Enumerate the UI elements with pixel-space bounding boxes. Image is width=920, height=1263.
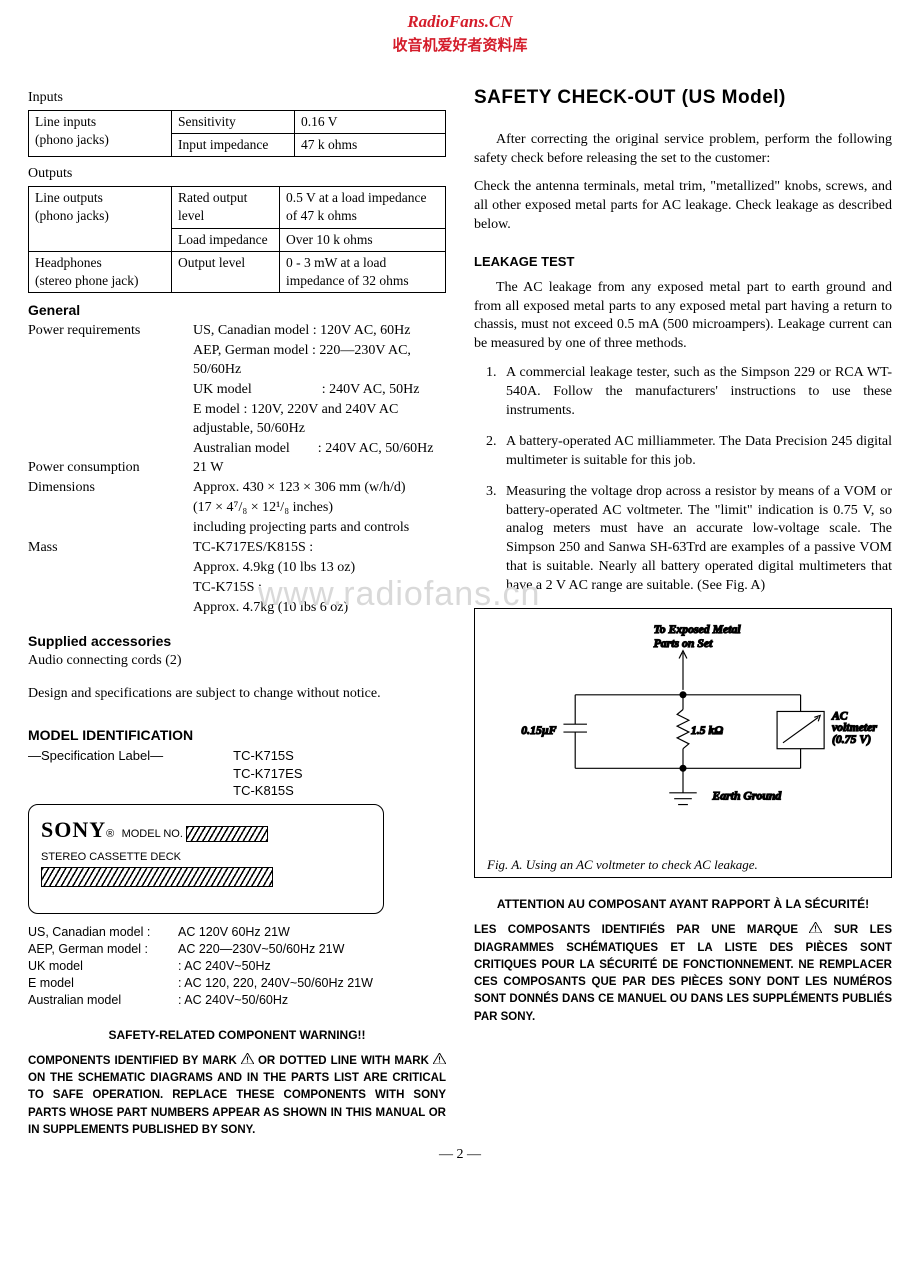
svg-text:!: ! [438,1055,441,1064]
outputs-loadimp-label: Load impedance [172,228,280,251]
outputs-outlevel-value: 0 - 3 mW at a load impedance of 32 ohms [280,251,446,292]
general-label: Power requirements [28,322,193,341]
inputs-sensitivity-value: 0.16 V [295,110,446,133]
safety-warning-body: COMPONENTS IDENTIFIED BY MARK ! OR DOTTE… [28,1053,446,1139]
outputs-headphones-label: Headphones (stereo phone jack) [29,251,172,292]
inputs-sensitivity-label: Sensitivity [172,110,295,133]
general-value: UK model : 240V AC, 50Hz [193,381,446,400]
svg-text:0.15µF: 0.15µF [521,724,556,737]
warning-triangle-icon: ! [809,922,822,934]
fr-warning-body: LES COMPOSANTS IDENTIFIÉS PAR UNE MARQUE… [474,922,892,1026]
circuit-diagram-icon: To Exposed Metal Parts on Set 0.1 [487,619,879,849]
right-column: SAFETY CHECK-OUT (US Model) After correc… [474,85,892,1139]
general-value: Approx. 4.7kg (10 lbs 6 oz) [193,599,446,618]
general-value: US, Canadian model : 120V AC, 60Hz [193,322,446,341]
safety-warning-head: SAFETY-RELATED COMPONENT WARNING!! [28,1027,446,1043]
general-value: E model : 120V, 220V and 240V AC adjusta… [193,401,446,439]
svg-text:Parts on Set: Parts on Set [654,637,713,650]
modelspec-label: E model [28,975,178,992]
modelspec-value: AC 120V 60Hz 21W [178,924,290,941]
svg-text:To Exposed Metal: To Exposed Metal [654,623,742,636]
modelspec-value: AC 220—230V~50/60Hz 21W [178,941,344,958]
general-label [28,401,193,439]
modelid-models: TC-K715S TC-K717ES TC-K815S [233,747,302,800]
inputs-heading: Inputs [28,89,446,108]
general-label: Mass [28,539,193,558]
safety-checkout-title: SAFETY CHECK-OUT (US Model) [474,85,892,111]
general-value: Approx. 430 × 123 × 306 mm (w/h/d) [193,479,446,498]
header-subtitle: 收音机爱好者资料库 [28,34,892,55]
warning-triangle-icon: ! [241,1053,254,1065]
general-label [28,579,193,598]
outputs-outlevel-label: Output level [172,251,280,292]
page-header: RadioFans.CN 收音机爱好者资料库 [28,12,892,55]
outputs-table: Line outputs (phono jacks) Rated output … [28,186,446,293]
spec-label-box: SONY® MODEL NO. STEREO CASSETTE DECK [28,804,384,915]
general-label: Dimensions [28,479,193,498]
general-value: including projecting parts and controls [193,519,446,538]
leakage-p: The AC leakage from any exposed metal pa… [474,279,892,355]
outputs-rated-value: 0.5 V at a load impedance of 47 k ohms [280,187,446,228]
svg-text:1.5 kΩ: 1.5 kΩ [691,724,724,737]
general-value: Australian model : 240V AC, 50/60Hz [193,440,446,459]
model-no-text: MODEL NO. [122,828,183,840]
hatch-icon [41,867,273,887]
general-label [28,559,193,578]
left-column: Inputs Line inputs (phono jacks) Sensiti… [28,85,446,1139]
figure-a-box: To Exposed Metal Parts on Set 0.1 [474,608,892,878]
general-heading: General [28,301,446,320]
leakage-method-item: Measuring the voltage drop across a resi… [500,483,892,596]
spec-label-text: —Specification Label— [28,747,163,765]
figure-caption: Fig. A. Using an AC voltmeter to check A… [487,856,879,874]
modelspec-label: US, Canadian model : [28,924,178,941]
modelspec-label: UK model [28,958,178,975]
general-value: AEP, German model : 220—230V AC, 50/60Hz [193,342,446,380]
svg-text:!: ! [246,1055,249,1064]
outputs-loadimp-value: Over 10 k ohms [280,228,446,251]
modelspec-value: : AC 240V~50Hz [178,958,271,975]
general-value: TC-K715S : [193,579,446,598]
warning-triangle-icon: ! [433,1053,446,1065]
general-label: Power consumption [28,459,193,478]
modelspec-label: Australian model [28,992,178,1009]
svg-text:!: ! [815,924,818,933]
leakage-method-item: A battery-operated AC milliammeter. The … [500,433,892,471]
design-notice: Design and specifications are subject to… [28,685,446,704]
leakage-method-item: A commercial leakage tester, such as the… [500,364,892,421]
inputs-rowlabel: Line inputs (phono jacks) [29,110,172,156]
supplied-heading: Supplied accessories [28,632,446,651]
modelspec-label: AEP, German model : [28,941,178,958]
modelspec-value: : AC 120, 220, 240V~50/60Hz 21W [178,975,373,992]
supplied-body: Audio connecting cords (2) [28,652,446,671]
general-value: Approx. 4.9kg (10 lbs 13 oz) [193,559,446,578]
outputs-heading: Outputs [28,165,446,184]
outputs-line-label: Line outputs (phono jacks) [29,187,172,252]
general-label [28,440,193,459]
general-label [28,499,193,518]
inputs-table: Line inputs (phono jacks) Sensitivity 0.… [28,110,446,157]
stereo-cassette-text: STEREO CASSETTE DECK [41,850,371,865]
inputs-impedance-value: 47 k ohms [295,134,446,157]
modelid-heading: MODEL IDENTIFICATION [28,726,446,745]
general-label [28,342,193,380]
general-label [28,519,193,538]
outputs-rated-label: Rated output level [172,187,280,228]
general-label [28,599,193,618]
inputs-impedance-label: Input impedance [172,134,295,157]
modelspec-value: : AC 240V~50/60Hz [178,992,288,1009]
leakage-test-head: LEAKAGE TEST [474,253,892,271]
page-number: — 2 — [28,1147,892,1163]
general-label [28,381,193,400]
safety-p1: After correcting the original service pr… [474,131,892,169]
header-site: RadioFans.CN [28,12,892,32]
general-value: (17 × 4⁷/₈ × 12¹/₈ inches) [193,499,446,518]
general-value: TC-K717ES/K815S : [193,539,446,558]
hatch-icon [186,826,268,842]
safety-p2: Check the antenna terminals, metal trim,… [474,178,892,235]
general-value: 21 W [193,459,446,478]
sony-logo: SONY [41,817,106,842]
fr-warning-head: ATTENTION AU COMPOSANT AYANT RAPPORT À L… [474,896,892,912]
svg-text:(0.75 V): (0.75 V) [832,733,871,746]
svg-text:Earth Ground: Earth Ground [711,790,782,803]
